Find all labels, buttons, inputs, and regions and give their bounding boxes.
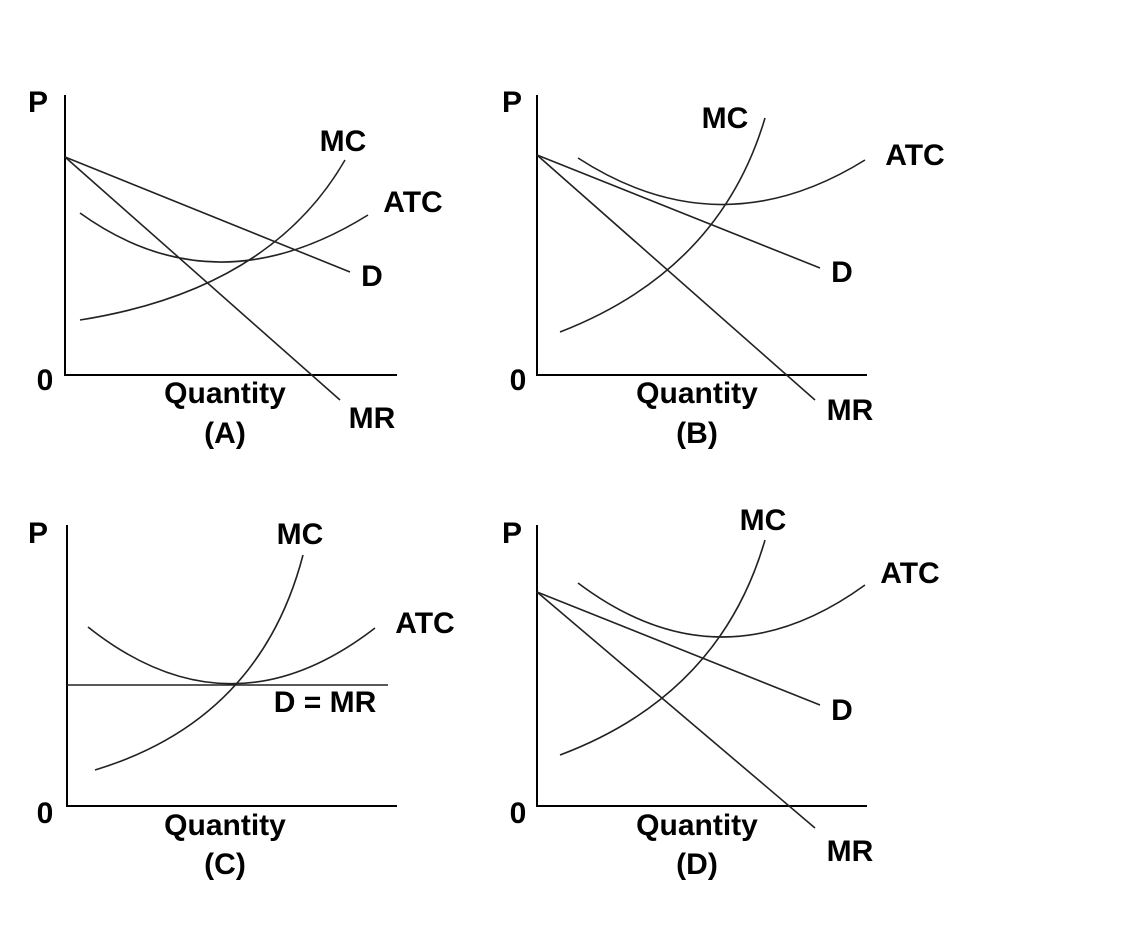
axes	[64, 95, 397, 376]
origin: 0	[37, 364, 54, 397]
x-label: Quantity	[636, 377, 758, 410]
caption: (B)	[676, 417, 718, 450]
mc-curve	[559, 117, 766, 333]
panel-c: P 0 Quantity (C) MC ATC D = MR	[28, 517, 455, 881]
axes	[66, 525, 397, 807]
x-label: Quantity	[164, 809, 286, 842]
y-label: P	[28, 517, 48, 550]
x-label: Quantity	[164, 377, 286, 410]
demand-curve	[64, 156, 351, 273]
mr-curve	[64, 156, 341, 401]
mc-curve	[79, 159, 346, 321]
mr-curve	[536, 154, 816, 401]
curve-label: MC	[277, 518, 324, 551]
panel-b: P 0 Quantity (B) MC ATC D MR	[502, 86, 945, 450]
atc-curve	[79, 212, 369, 263]
atc-curve	[577, 157, 866, 206]
demand-curve	[536, 154, 821, 269]
origin: 0	[37, 797, 54, 830]
atc-curve	[87, 626, 376, 685]
curve-label: MR	[827, 394, 874, 427]
curve-label: ATC	[880, 557, 939, 590]
origin: 0	[510, 364, 527, 397]
curve-label: ATC	[383, 186, 442, 219]
curve-label: MR	[827, 835, 874, 868]
panel-d: P 0 Quantity (D) MC ATC D MR	[502, 504, 940, 881]
mr-curve	[536, 591, 816, 829]
curve-label: MR	[349, 402, 396, 435]
curve-label: MC	[320, 125, 367, 158]
mc-curve	[559, 539, 766, 756]
curve-label: D	[831, 694, 853, 727]
curve-label: MC	[702, 102, 749, 135]
atc-curve	[577, 582, 866, 638]
demand-curve	[536, 591, 821, 706]
origin: 0	[510, 797, 527, 830]
curve-label: ATC	[395, 607, 454, 640]
curve-label: D	[361, 260, 383, 293]
curve-label: D	[831, 256, 853, 289]
x-label: Quantity	[636, 809, 758, 842]
y-label: P	[502, 517, 522, 550]
y-label: P	[502, 86, 522, 119]
axes	[536, 95, 867, 376]
curve-label: MC	[740, 504, 787, 537]
y-label: P	[28, 86, 48, 119]
axes	[536, 525, 867, 807]
panel-a: P 0 Quantity (A) MC ATC D MR	[28, 86, 443, 450]
curve-label: ATC	[885, 139, 944, 172]
caption: (C)	[204, 848, 246, 881]
curve-label: D = MR	[274, 686, 377, 719]
caption: (D)	[676, 848, 718, 881]
caption: (A)	[204, 417, 246, 450]
mc-curve	[94, 554, 304, 771]
